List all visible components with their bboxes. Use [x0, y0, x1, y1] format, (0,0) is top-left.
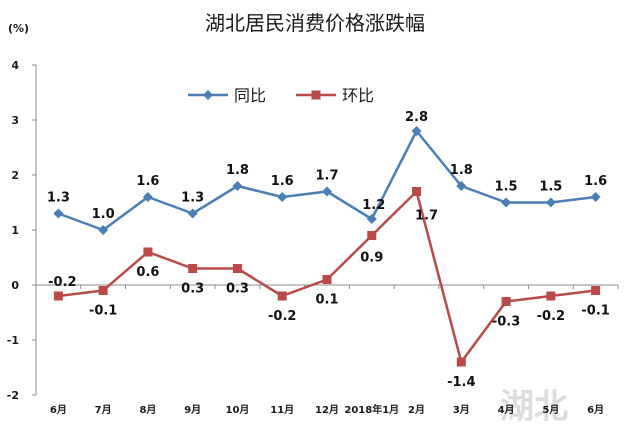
x-tick-label: 6月 [50, 404, 67, 416]
data-point-diamond [322, 186, 332, 197]
legend-marker-diamond [203, 90, 213, 100]
data-point-square [412, 187, 422, 196]
x-tick-label: 12月 [315, 404, 339, 416]
x-tick-label: 10月 [226, 404, 250, 416]
legend-label: 同比 [234, 86, 266, 105]
data-point-square [188, 264, 198, 273]
data-point-square [53, 291, 63, 301]
x-tick-label: 11月 [270, 404, 294, 416]
data-label: -1.4 [447, 375, 475, 390]
data-label: 1.8 [450, 163, 473, 178]
data-point-diamond [53, 208, 64, 219]
data-point-diamond [501, 197, 512, 208]
data-label: 2.8 [405, 110, 428, 125]
legend: 同比 环比 [188, 86, 374, 105]
data-point-square [501, 297, 511, 306]
y-tick-label: -1 [7, 334, 19, 347]
data-point-diamond [98, 225, 109, 235]
x-tick-label: 9月 [184, 404, 201, 416]
x-tick-label: 6月 [587, 404, 604, 416]
data-point-square [591, 286, 601, 295]
data-label: 1.7 [315, 169, 338, 184]
axes: 4 3 2 1 0 -1 -2 6月 7月 8月 9月 10月 11月 12月 2018年1月 2月 3月 4月 5… [7, 59, 619, 416]
data-point-square [546, 291, 556, 301]
data-point-diamond [277, 192, 288, 202]
legend-label: 环比 [342, 86, 374, 105]
x-tick-label: 2月 [408, 404, 425, 416]
data-label: 1.2 [362, 198, 385, 213]
data-label: -0.2 [537, 309, 565, 324]
data-point-square [98, 286, 108, 295]
data-point-diamond [456, 181, 467, 191]
data-point-square [143, 247, 153, 257]
data-label: -0.2 [268, 309, 296, 324]
data-point-diamond [366, 214, 377, 224]
data-label: 1.7 [415, 209, 438, 224]
data-point-diamond [187, 208, 198, 219]
data-label: 0.3 [181, 282, 204, 297]
data-point-square [322, 275, 332, 284]
y-tick-label: 2 [11, 169, 19, 182]
watermark: 湖北 [500, 387, 568, 427]
series-layer [53, 126, 601, 367]
data-point-diamond [590, 192, 601, 202]
x-tick-label: 7月 [95, 404, 112, 416]
x-tick-label: 2018年1月 [344, 403, 399, 416]
legend-marker-square [311, 90, 321, 100]
data-label: 1.0 [92, 207, 115, 222]
data-label: 1.3 [47, 191, 70, 206]
data-label: 1.6 [584, 174, 607, 189]
data-label: 1.6 [136, 174, 159, 189]
data-label: -0.1 [581, 304, 609, 319]
data-labels: 1.3 1.0 1.6 1.3 1.8 1.6 1.7 1.2 2.8 1.8 1.5 1.5 1.6 -… [47, 110, 610, 390]
data-point-diamond [545, 197, 556, 208]
data-label: 1.8 [226, 163, 249, 178]
x-tick-label: 3月 [453, 404, 470, 416]
y-tick-label: 4 [11, 59, 19, 72]
data-point-diamond [232, 181, 243, 191]
data-point-square [277, 291, 287, 301]
data-label: 0.6 [136, 265, 159, 280]
y-tick-label: 3 [11, 114, 19, 127]
data-label: -0.3 [492, 315, 520, 330]
data-label: 1.6 [271, 174, 294, 189]
x-tick-label: 5月 [542, 404, 559, 416]
data-point-diamond [411, 126, 422, 136]
data-label: 0.9 [360, 251, 383, 266]
data-label: 1.5 [539, 180, 562, 195]
x-tick-label: 4月 [498, 404, 515, 416]
data-label: -0.1 [89, 304, 117, 319]
data-label: 1.5 [495, 180, 518, 195]
chart-title: 湖北居民消费价格涨跌幅 [205, 11, 425, 35]
y-unit-label: (%) [8, 22, 29, 35]
data-label: 1.3 [181, 191, 204, 206]
data-label: 0.3 [226, 282, 249, 297]
data-point-square [367, 231, 377, 240]
data-point-square [456, 357, 466, 367]
y-tick-label: 1 [11, 224, 19, 237]
x-tick-label: 8月 [139, 404, 156, 416]
y-tick-label: -2 [7, 389, 19, 402]
y-tick-label: 0 [11, 279, 19, 292]
watermark-text: 湖北 [500, 387, 568, 427]
data-label: 0.1 [315, 293, 338, 308]
data-point-square [232, 264, 242, 273]
data-label: -0.2 [48, 275, 76, 290]
data-point-diamond [142, 192, 153, 202]
